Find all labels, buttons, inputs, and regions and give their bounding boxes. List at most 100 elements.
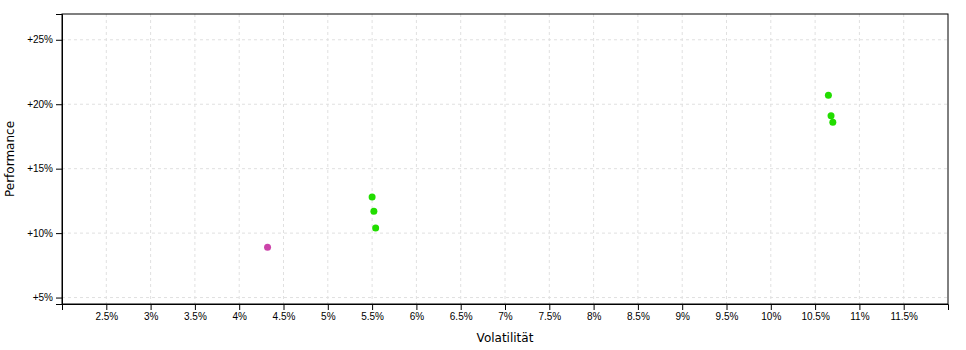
tick-label: +5% — [33, 292, 53, 303]
y-axis: +5% +10% +15% +20% +25% — [27, 15, 62, 305]
tick: +5% — [33, 292, 62, 303]
tick-label: 3.5% — [184, 311, 207, 322]
grid-line-x — [194, 14, 195, 304]
grid-line-y — [62, 104, 948, 105]
tick-label: 11% — [850, 311, 869, 322]
tick-mark — [151, 304, 152, 310]
tick-label: 7.5% — [538, 311, 561, 322]
point — [369, 194, 376, 201]
tick-mark — [815, 304, 816, 310]
tick-label: 4.5% — [273, 311, 296, 322]
tick: 10.5% — [801, 304, 829, 322]
tick-label: 9.5% — [716, 311, 739, 322]
tick-mark — [56, 104, 62, 105]
tick-label: 6% — [410, 311, 425, 322]
grid-line-x — [239, 14, 240, 304]
tick-mark — [195, 304, 196, 310]
tick-label: 8% — [587, 311, 602, 322]
tick-label: 6.5% — [450, 311, 473, 322]
grid-line-x — [859, 14, 860, 304]
tick-label: 5% — [321, 311, 336, 322]
tick-mark — [904, 304, 905, 310]
tick-label: 11.5% — [890, 311, 918, 322]
tick-mark — [859, 304, 860, 310]
tick-mark — [56, 233, 62, 234]
tick: 10% — [761, 304, 781, 322]
tick: 11% — [850, 304, 869, 322]
x-axis: 2.5% 3% 3.5% 4% 4.5% 5% 5.5% 6% 6.5% 7% 7.5% 8% 8.5%… — [63, 304, 949, 322]
tick-mark — [505, 304, 506, 310]
point — [370, 208, 377, 215]
tick-label: 5.5% — [361, 311, 384, 322]
tick: 5.5% — [361, 304, 384, 322]
point — [264, 244, 271, 251]
grid-line-x — [150, 14, 151, 304]
tick-label: +15% — [27, 163, 53, 174]
grid-line-x — [726, 14, 727, 304]
tick: 6.5% — [450, 304, 473, 322]
axis-line — [63, 305, 949, 311]
tick-label: +10% — [27, 228, 53, 239]
tick-mark — [56, 169, 62, 170]
tick: 7.5% — [538, 304, 561, 322]
grid-line-x — [815, 14, 816, 304]
axis-line — [56, 15, 63, 305]
grid-line-x — [549, 14, 550, 304]
grid-line-x — [505, 14, 506, 304]
grid-line-x — [770, 14, 771, 304]
x-axis-title: Volatilität — [477, 331, 534, 345]
grid-line-x — [682, 14, 683, 304]
tick: 8.5% — [627, 304, 650, 322]
plot-frame — [62, 14, 948, 304]
point — [829, 119, 836, 126]
tick-label: +25% — [27, 34, 53, 45]
tick-label: 2.5% — [95, 311, 118, 322]
tick-label: 10% — [761, 311, 781, 322]
tick-mark — [416, 304, 417, 310]
series — [264, 244, 271, 251]
tick: 6% — [410, 304, 425, 322]
grid-line-x — [283, 14, 284, 304]
chart: 2.5% 3% 3.5% 4% 4.5% 5% 5.5% 6% 6.5% 7% 7.5% 8% 8.5%… — [0, 0, 966, 350]
tick-label: 9% — [675, 311, 690, 322]
point — [828, 112, 835, 119]
tick: 9.5% — [716, 304, 739, 322]
tick: 8% — [587, 304, 602, 322]
point — [825, 92, 832, 99]
grid-line-y — [62, 233, 948, 234]
grid-line-x — [327, 14, 328, 304]
grid-line-y — [62, 168, 948, 169]
tick-mark — [372, 304, 373, 310]
tick: +20% — [27, 99, 62, 110]
tick: 5% — [321, 304, 336, 322]
grid — [62, 14, 948, 304]
tick: +10% — [27, 228, 62, 239]
tick-mark — [328, 304, 329, 310]
series — [369, 92, 837, 232]
tick-mark — [638, 304, 639, 310]
tick-label: 10.5% — [801, 311, 829, 322]
grid-line-x — [372, 14, 373, 304]
y-axis-title: Performance — [3, 121, 17, 197]
tick-mark — [239, 304, 240, 310]
grid-line-x — [593, 14, 594, 304]
tick: 3% — [144, 304, 159, 322]
tick: +15% — [27, 163, 62, 174]
tick-mark — [727, 304, 728, 310]
tick-label: 7% — [498, 311, 513, 322]
tick: 7% — [498, 304, 513, 322]
grid-line-x — [460, 14, 461, 304]
tick-mark — [594, 304, 595, 310]
plot: 2.5% 3% 3.5% 4% 4.5% 5% 5.5% 6% 6.5% 7% 7.5% 8% 8.5%… — [27, 14, 948, 322]
grid-line-y — [62, 297, 948, 298]
tick-mark — [106, 304, 107, 310]
tick: 4% — [232, 304, 247, 322]
tick: 3.5% — [184, 304, 207, 322]
tick-mark — [771, 304, 772, 310]
grid-line-x — [416, 14, 417, 304]
tick: 2.5% — [95, 304, 118, 322]
tick-label: 3% — [144, 311, 159, 322]
tick-label: 4% — [232, 311, 247, 322]
point — [372, 224, 379, 231]
grid-line-y — [62, 39, 948, 40]
